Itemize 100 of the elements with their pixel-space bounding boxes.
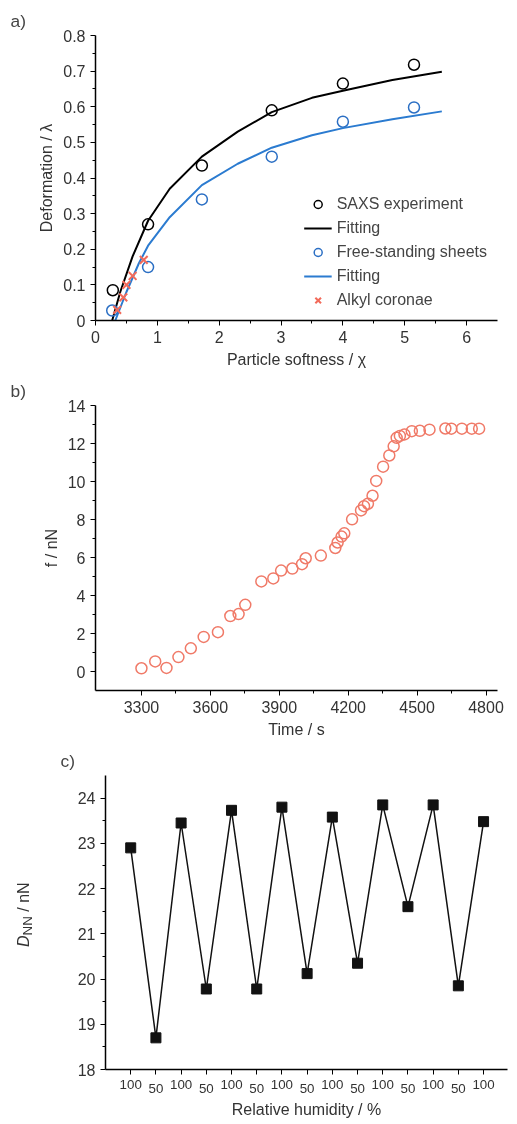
point <box>361 497 375 510</box>
point <box>301 968 313 980</box>
y-tick-label: 21 <box>77 925 96 943</box>
point <box>326 811 338 823</box>
x-axis-title: Time / s <box>268 720 325 738</box>
x-tick-label: 3300 <box>123 698 160 716</box>
point <box>200 983 212 995</box>
x-tick-label: 100 <box>270 1076 294 1092</box>
x-tick-label: 4 <box>338 328 348 346</box>
point <box>150 1032 162 1044</box>
point <box>265 104 279 117</box>
point <box>265 150 279 163</box>
y-tick-label: 22 <box>77 880 96 898</box>
point <box>427 799 439 811</box>
y-tick-label: 10 <box>67 473 86 491</box>
point <box>405 424 419 438</box>
point <box>232 607 245 621</box>
point <box>299 552 312 565</box>
point <box>345 513 359 526</box>
point <box>276 801 288 813</box>
point <box>286 562 299 575</box>
x-tick-label: 3600 <box>192 698 229 716</box>
legend-label: SAXS experiment <box>336 195 463 213</box>
x-tick-label: 50 <box>198 1080 214 1096</box>
point <box>383 449 396 462</box>
legend-label: Fitting <box>336 267 381 285</box>
x-tick-label: 4500 <box>399 698 435 716</box>
point <box>118 292 129 303</box>
point <box>331 536 344 549</box>
point <box>387 440 400 453</box>
x-tick-label: 100 <box>371 1076 394 1092</box>
x-tick-label: 4200 <box>330 698 367 716</box>
point <box>452 980 464 992</box>
point <box>239 598 252 612</box>
y-tick-label: 0.4 <box>63 170 86 187</box>
y-tick-label: 24 <box>77 790 96 808</box>
y-tick-label: 14 <box>67 397 86 415</box>
y-tick-label: 19 <box>77 1016 96 1034</box>
y-axis-title: Deformation / λ <box>38 123 56 233</box>
point <box>390 431 403 445</box>
chart-title: a) <box>10 10 26 31</box>
point <box>274 564 288 577</box>
y-tick-label: 4 <box>76 587 86 605</box>
point <box>105 304 119 317</box>
y-tick-label: 0.3 <box>63 205 86 223</box>
chart-title: c) <box>60 750 75 771</box>
point <box>445 422 458 435</box>
y-tick-label: 6 <box>76 549 86 567</box>
point <box>138 255 149 265</box>
point <box>472 422 486 435</box>
point <box>398 428 411 441</box>
point <box>184 642 198 655</box>
y-tick-label: 0.5 <box>63 134 86 152</box>
point <box>224 609 237 623</box>
x-tick-label: 5 <box>400 328 410 346</box>
x-tick-label: 1 <box>152 328 162 346</box>
point <box>455 422 469 435</box>
point <box>160 661 173 675</box>
point <box>439 422 452 435</box>
point <box>125 842 137 854</box>
point <box>423 423 436 436</box>
point <box>407 101 421 114</box>
y-tick-label: 0.6 <box>63 98 86 116</box>
x-tick-label: 2 <box>214 328 224 346</box>
x-axis-title: Relative humidity / % <box>231 1100 382 1118</box>
x-tick-label: 6 <box>462 328 472 346</box>
point <box>267 572 280 585</box>
y-tick-label: 0.2 <box>63 241 86 259</box>
point <box>135 662 148 675</box>
point <box>197 630 210 644</box>
x-tick-label: 100 <box>321 1076 344 1092</box>
point <box>376 460 390 473</box>
point <box>211 625 225 639</box>
point <box>393 429 407 443</box>
point <box>195 159 209 172</box>
point <box>175 817 187 829</box>
point <box>226 804 238 816</box>
x-tick-label: 4800 <box>468 698 504 716</box>
point <box>354 504 368 517</box>
x-tick-label: 50 <box>450 1080 466 1096</box>
point <box>148 655 162 668</box>
x-tick-label: 3900 <box>261 698 298 716</box>
legend-label: Fitting <box>336 219 381 237</box>
legend-label: Free-standing sheets <box>336 243 487 261</box>
point <box>251 983 263 995</box>
x-tick-label: 50 <box>148 1080 164 1096</box>
point <box>369 474 383 488</box>
x-tick-label: 3 <box>276 328 286 346</box>
point <box>478 816 490 828</box>
point <box>336 115 350 128</box>
y-tick-label: 0.7 <box>63 63 86 81</box>
point <box>366 489 379 502</box>
point <box>106 283 120 297</box>
point <box>407 58 421 71</box>
x-tick-label: 100 <box>422 1076 445 1092</box>
y-tick-label: 12 <box>67 435 86 453</box>
x-tick-label: 50 <box>249 1080 265 1096</box>
chart-title: b) <box>10 380 26 401</box>
x-tick-label: 100 <box>472 1076 495 1092</box>
x-tick-label: 50 <box>299 1080 315 1096</box>
